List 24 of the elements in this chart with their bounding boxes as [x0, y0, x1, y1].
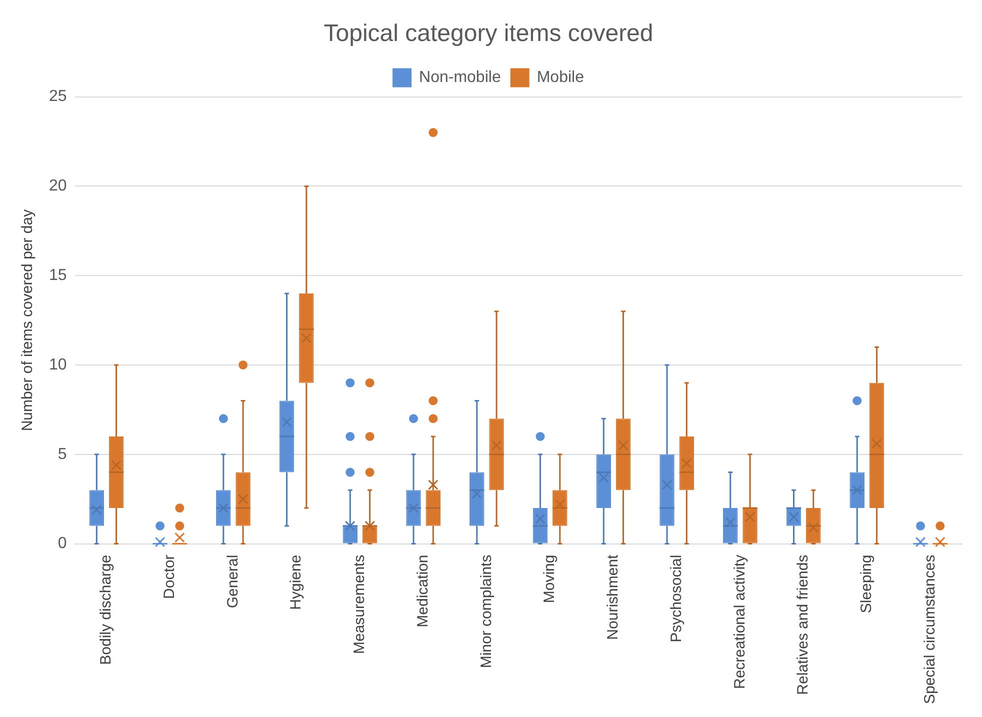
x-tick-label: General [224, 554, 242, 608]
x-tick-label: Doctor [160, 554, 178, 599]
y-axis-title: Number of items covered per day [19, 208, 36, 432]
y-tick-label: 15 [49, 266, 67, 284]
legend-label: Mobile [536, 69, 584, 86]
x-tick-label: Minor complaints [478, 554, 495, 668]
x-tick-label: Moving [541, 554, 558, 604]
legend-label: Non-mobile [419, 69, 501, 86]
x-tick-label: Psychosocial [668, 554, 685, 642]
y-tick-label: 5 [58, 446, 67, 463]
y-tick-label: 0 [58, 535, 67, 552]
y-tick-label: 20 [49, 178, 67, 195]
y-tick-label: 10 [49, 356, 67, 374]
x-tick-label: Sleeping [858, 554, 876, 614]
x-tick-label: Measurements [351, 554, 368, 654]
x-tick-label: Hygiene [288, 554, 305, 610]
x-tick-label: Nourishment [604, 554, 622, 640]
y-tick-label: 25 [49, 88, 67, 106]
x-tick-label: Relatives and friends [794, 554, 812, 695]
x-tick-label: Medication [414, 554, 432, 628]
x-tick-label: Special circumstances [921, 554, 938, 704]
chart-title: Topical category items covered [324, 20, 654, 48]
x-tick-label: Recreational activity [731, 554, 748, 690]
x-tick-label: Bodily discharge [98, 554, 115, 665]
